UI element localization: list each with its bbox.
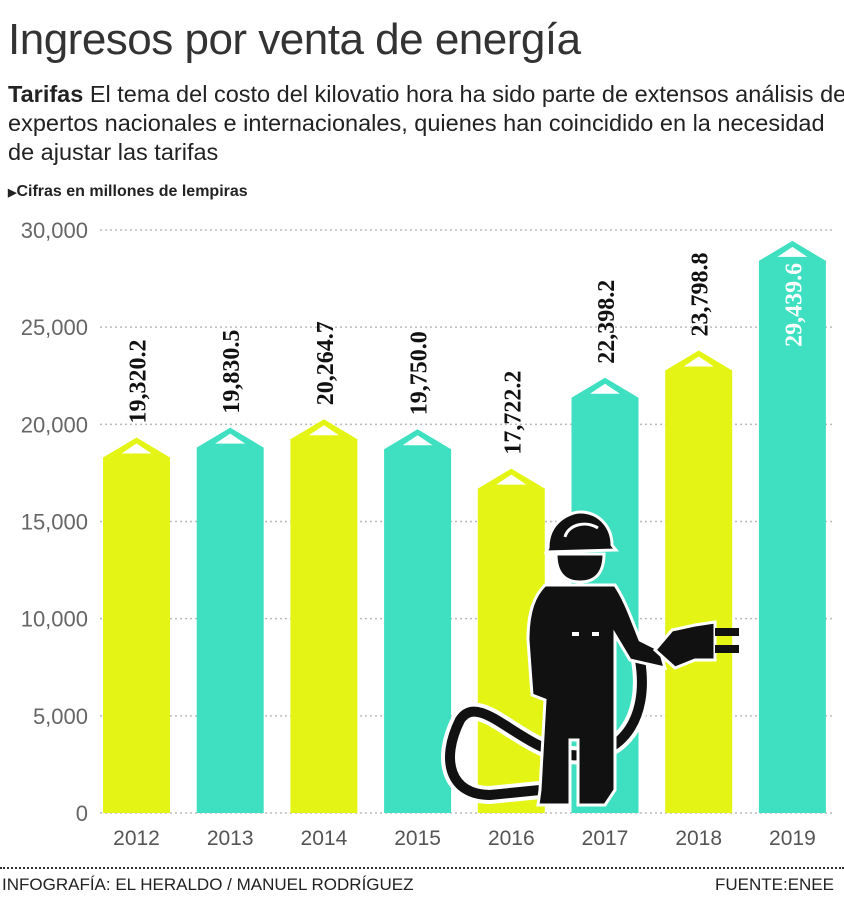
- bar-notch: [308, 425, 339, 436]
- bar-notch: [683, 356, 714, 367]
- credit-text: INFOGRAFÍA: EL HERALDO / MANUEL RODRÍGUE…: [2, 875, 414, 894]
- value-label: 19,750.0: [407, 331, 433, 415]
- bar-chart: 0 5,000 10,000 15,000 20,000 25,000 30,000 19,…: [21, 218, 832, 850]
- bar-2012: [103, 437, 170, 813]
- x-tick-label: 2014: [301, 827, 348, 850]
- bar-notch: [215, 433, 246, 444]
- bar-2014: [290, 419, 358, 813]
- y-tick-label: 0: [76, 801, 88, 826]
- value-label: 20,264.7: [313, 321, 339, 405]
- y-tick-label: 25,000: [21, 315, 88, 340]
- x-tick-label: 2012: [113, 827, 160, 850]
- value-label: 19,320.2: [126, 340, 152, 424]
- bars: 19,320.2 19,830.5 20,264.7 19,750.0 17,722.2…: [103, 240, 826, 813]
- bar-2015: [384, 429, 452, 813]
- value-label: 29,439.6: [781, 263, 807, 347]
- bar-notch: [590, 383, 620, 394]
- bar-notch: [121, 443, 152, 454]
- y-tick-label: 15,000: [21, 510, 88, 535]
- intro-text: El tema del costo del kilovatio hora ha …: [8, 81, 844, 165]
- x-tick-label: 2017: [582, 827, 629, 850]
- y-tick-label: 5,000: [33, 704, 88, 729]
- bar-2019: [758, 240, 826, 813]
- value-label: 23,798.8: [688, 253, 714, 337]
- intro-lead: Tarifas: [8, 81, 84, 107]
- bar-notch: [496, 474, 527, 485]
- value-label: 17,722.2: [500, 371, 526, 455]
- bar-notch: [402, 435, 433, 446]
- worker-with-plug-icon: [441, 510, 739, 807]
- x-tick-label: 2019: [769, 827, 816, 850]
- source-text: FUENTE:ENEE: [714, 875, 834, 894]
- value-label: 22,398.2: [594, 280, 620, 364]
- units-note: ▶Cifras en millones de lempiras: [8, 183, 248, 201]
- x-tick-label: 2013: [207, 827, 254, 850]
- x-axis-ticks: 2012 2013 2014 2015 2016 2017 2018 2019: [113, 827, 816, 850]
- intro-paragraph: Tarifas El tema del costo del kilovatio …: [8, 80, 844, 167]
- value-label: 19,830.5: [219, 330, 245, 414]
- bar-2018: [665, 350, 733, 813]
- bar-notch: [777, 246, 808, 257]
- y-tick-label: 20,000: [21, 412, 88, 437]
- page-title: Ingresos por venta de energía: [8, 15, 581, 64]
- y-tick-label: 10,000: [21, 607, 88, 632]
- bar-2013: [196, 427, 264, 813]
- footer-divider: [0, 867, 844, 869]
- x-tick-label: 2015: [394, 827, 441, 850]
- units-text: Cifras en millones de lempiras: [16, 183, 248, 200]
- triangle-bullet-icon: ▶: [8, 187, 17, 199]
- y-tick-label: 30,000: [21, 218, 88, 243]
- y-axis-ticks: 0 5,000 10,000 15,000 20,000 25,000 30,000: [21, 218, 88, 826]
- x-tick-label: 2016: [488, 827, 535, 850]
- x-tick-label: 2018: [675, 827, 722, 850]
